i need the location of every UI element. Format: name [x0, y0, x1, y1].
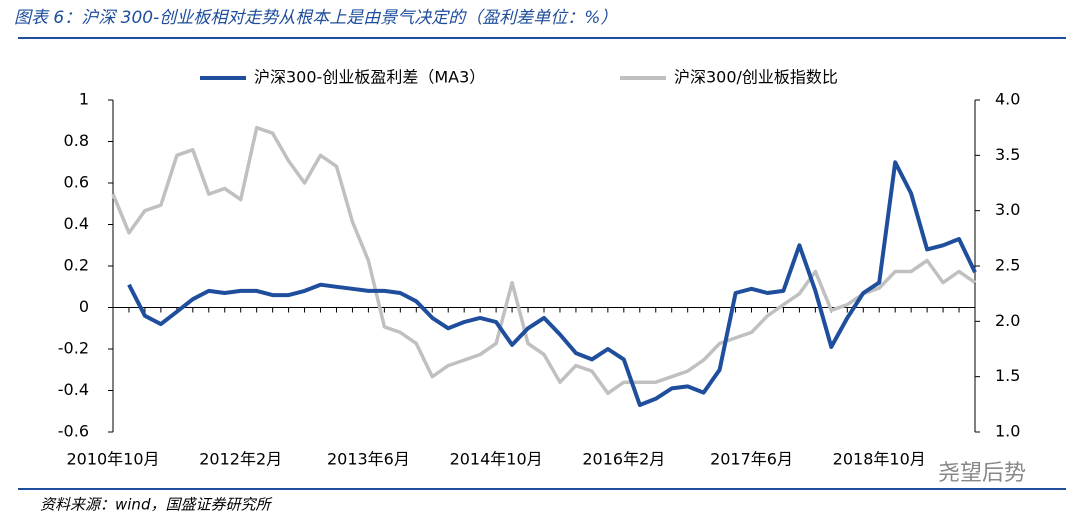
x-tick-label: 2014年10月: [450, 450, 543, 469]
series-line: [111, 125, 976, 396]
y2-tick-label: 3.0: [995, 200, 1020, 219]
y2-tick-label: 3.5: [995, 145, 1020, 164]
y-tick-label: 0.8: [64, 131, 89, 150]
x-tick-label: 2010年10月: [66, 450, 159, 469]
y2-tick-label: 4.0: [995, 90, 1020, 109]
y2-tick-label: 1.0: [995, 422, 1020, 441]
y-tick-label: 0.2: [64, 256, 89, 275]
y-tick-label: -0.4: [58, 380, 89, 399]
x-tick-label: 2017年6月: [710, 450, 793, 469]
x-tick-label: 2013年6月: [327, 450, 410, 469]
y-tick-label: 1: [79, 90, 89, 109]
y-tick-label: 0: [79, 297, 89, 316]
series-line: [127, 160, 977, 407]
x-tick-label: 2018年10月: [833, 450, 926, 469]
watermark: 尧望后势: [938, 461, 1026, 486]
legend-label: 沪深300-创业板盈利差（MA3）: [254, 68, 485, 87]
y2-tick-label: 2.0: [995, 311, 1020, 330]
legend-label: 沪深300/创业板指数比: [674, 68, 838, 87]
source: 资料来源：wind，国盛证券研究所: [40, 496, 272, 514]
y2-tick-label: 1.5: [995, 366, 1020, 385]
x-tick-label: 2016年2月: [582, 450, 665, 469]
y-tick-label: -0.6: [58, 422, 89, 441]
x-tick-label: 2012年2月: [199, 450, 282, 469]
y-tick-label: 0.6: [64, 173, 89, 192]
y-tick-label: 0.4: [64, 214, 89, 233]
y-tick-label: -0.2: [58, 339, 89, 358]
y2-tick-label: 2.5: [995, 256, 1020, 275]
chart-title: 图表 6：沪深 300-创业板相对走势从根本上是由景气决定的（盈利差单位：%）: [14, 8, 617, 28]
